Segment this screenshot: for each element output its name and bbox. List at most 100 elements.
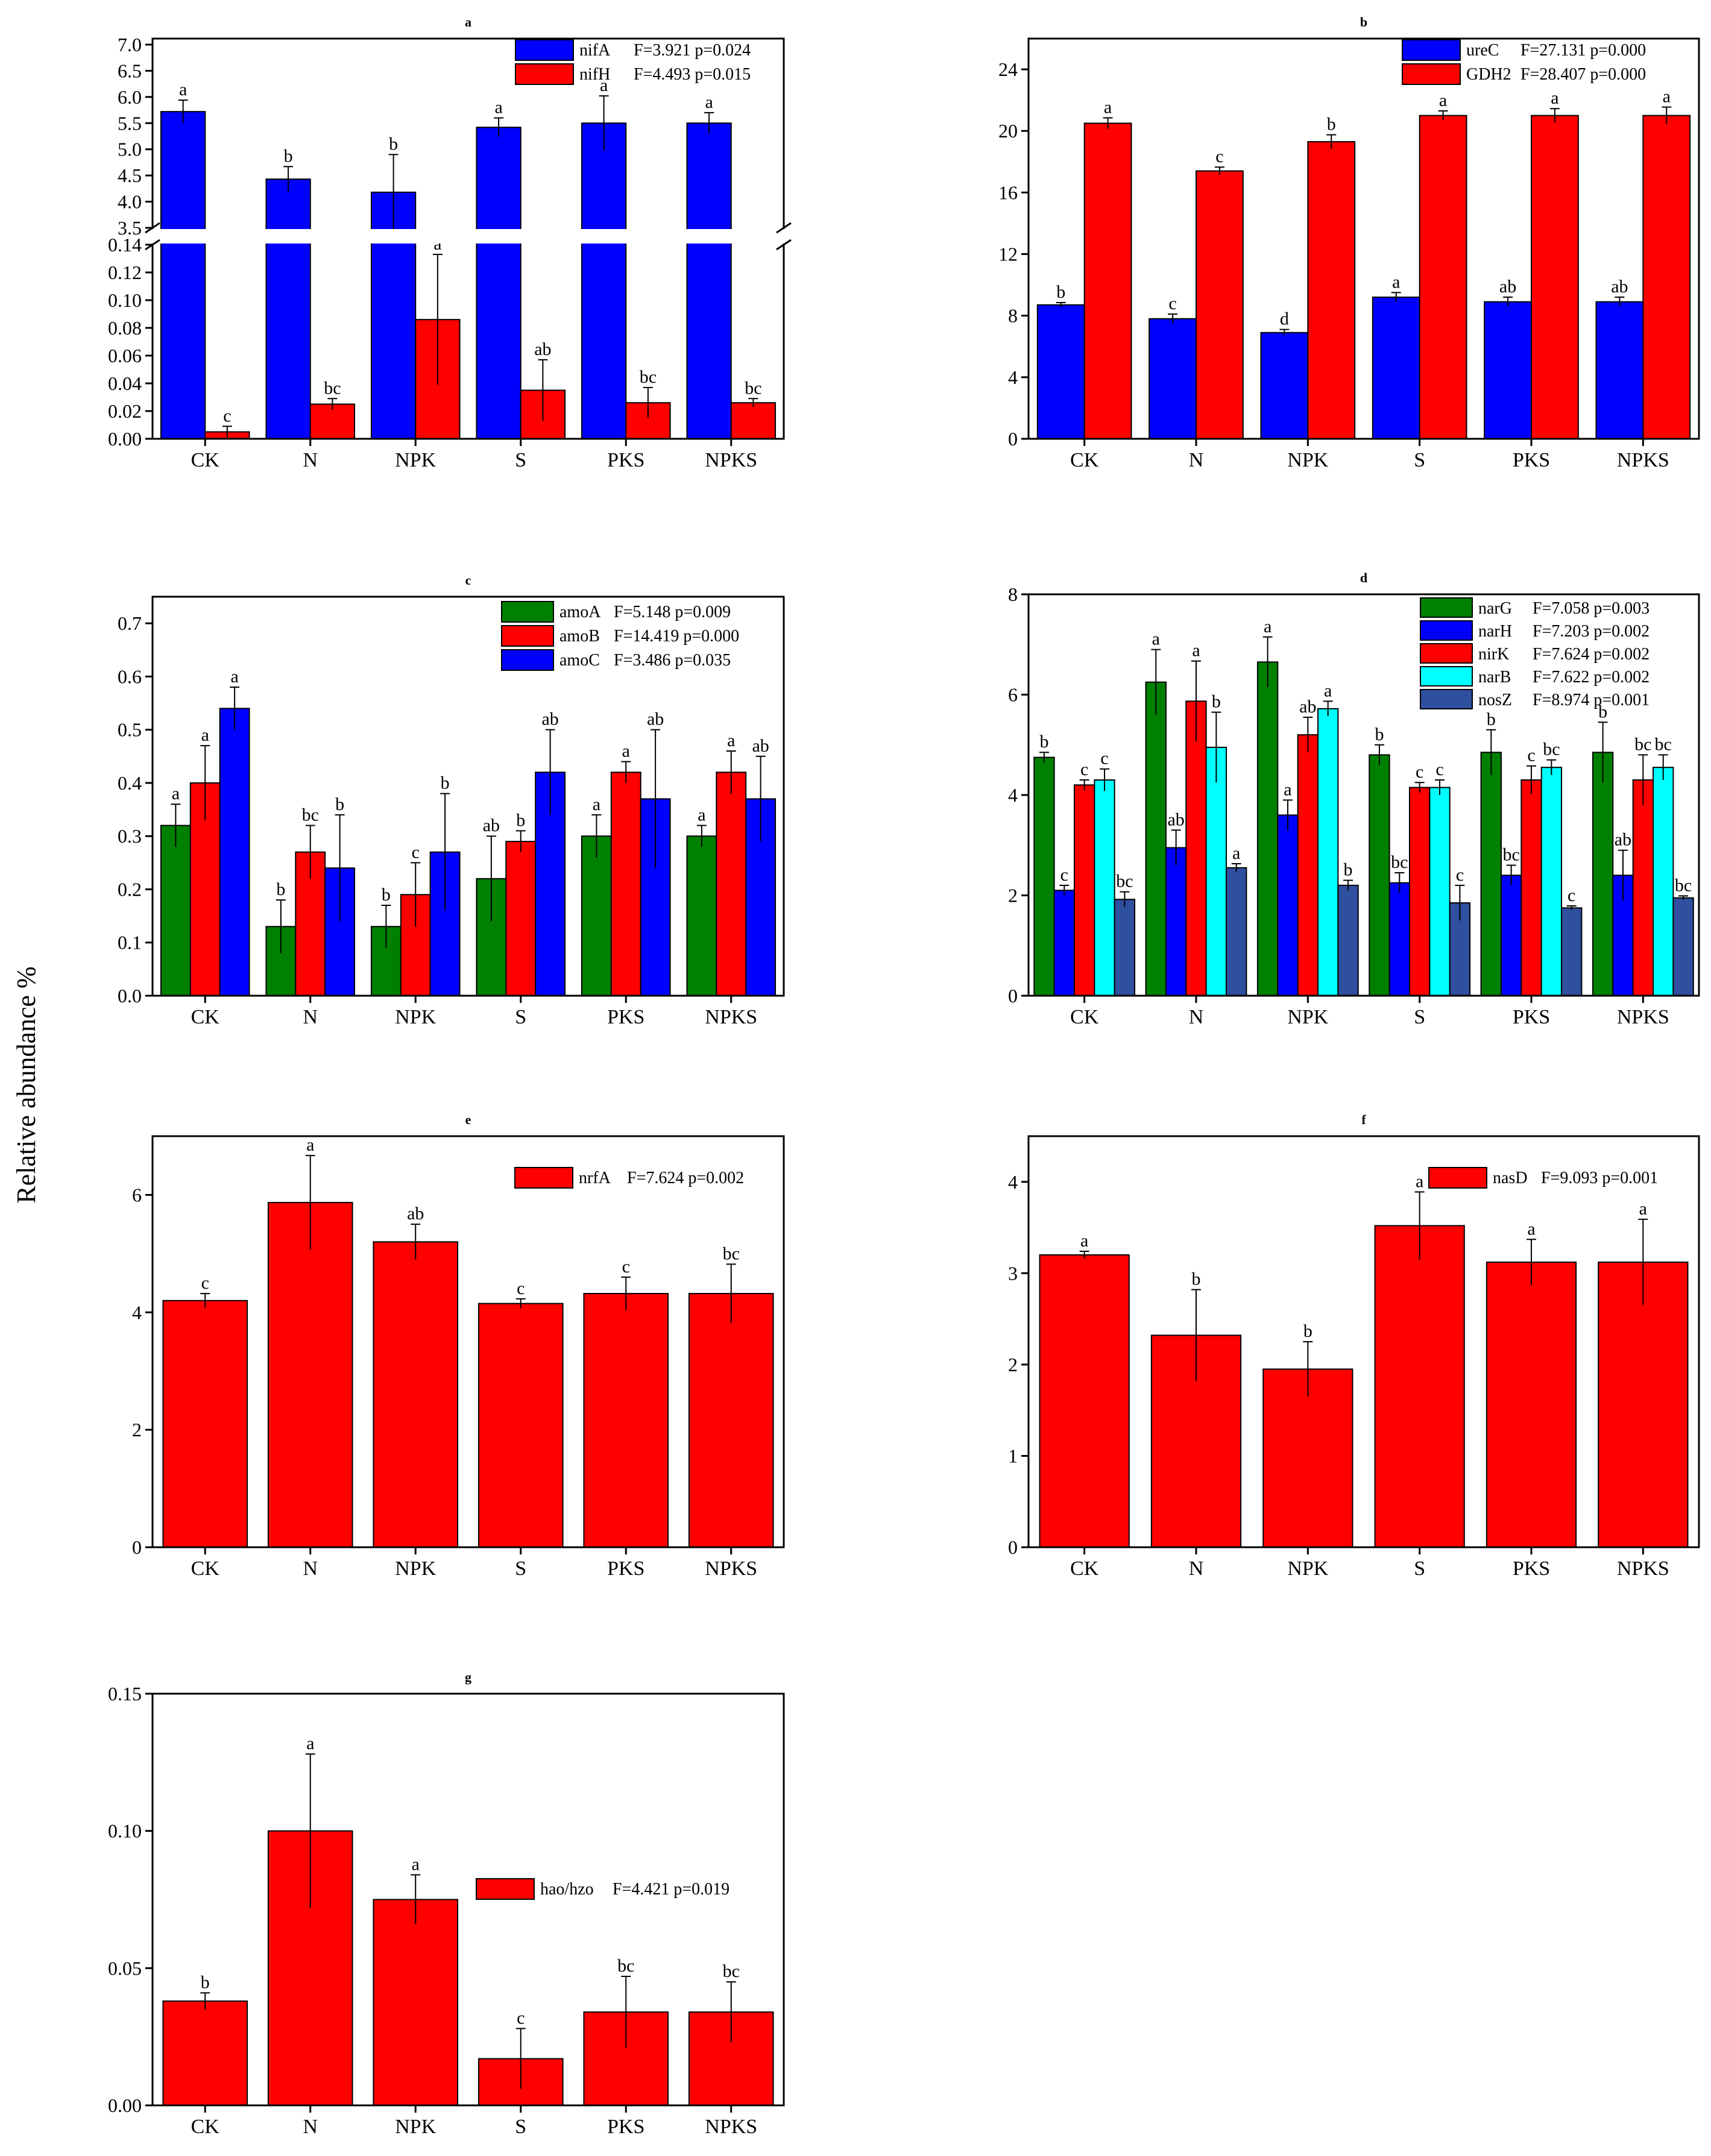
legend-series-stat: F=28.407 p=0.000: [1520, 65, 1646, 84]
x-tick-label: N: [303, 2116, 318, 2138]
bar: [1480, 752, 1502, 997]
legend-swatch: [1420, 689, 1473, 709]
x-tick-label: S: [1414, 1006, 1425, 1028]
significance-label: a: [1663, 87, 1671, 107]
legend-series-stat: F=5.148 p=0.009: [614, 603, 731, 621]
bar: [1374, 1225, 1465, 1548]
bar: [1307, 141, 1356, 439]
y-axis-label: Relative abundance %: [11, 966, 41, 1203]
legend-swatch: [501, 601, 554, 623]
legend-swatch: [1402, 39, 1461, 61]
x-tick-label: PKS: [607, 2116, 644, 2138]
bar: [1297, 734, 1319, 996]
legend-series-stat: F=7.622 p=0.002: [1533, 668, 1650, 687]
y-tick-label: 1: [1008, 1445, 1018, 1466]
significance-label: a: [593, 794, 600, 814]
legend-series-name: amoC: [559, 651, 600, 670]
significance-label: a: [1439, 90, 1447, 110]
legend-swatch: [1420, 666, 1473, 687]
y-tick-label: 3.5: [118, 217, 142, 239]
significance-label: b: [335, 794, 344, 814]
significance-label: c: [1527, 746, 1535, 765]
significance-label: c: [517, 1278, 525, 1298]
bar: [1500, 875, 1522, 996]
legend-series-name: amoA: [559, 603, 601, 621]
y-tick-label: 6: [132, 1184, 142, 1205]
significance-label: a: [179, 80, 187, 99]
bar: [1256, 661, 1279, 996]
significance-label: b: [1375, 724, 1384, 744]
y-tick-label: 4: [1008, 784, 1018, 806]
bar: [535, 772, 566, 997]
bar: [610, 772, 641, 997]
bar: [1486, 1262, 1577, 1548]
significance-label: a: [1416, 1171, 1423, 1191]
significance-label: b: [382, 885, 391, 905]
legend-swatch: [514, 1167, 573, 1189]
x-tick-label: NPK: [1287, 1557, 1328, 1580]
significance-label: b: [516, 810, 525, 830]
significance-label: bc: [723, 1243, 740, 1263]
significance-label: b: [1598, 702, 1607, 721]
x-tick-label: CK: [191, 2116, 220, 2138]
significance-label: c: [1416, 762, 1423, 782]
significance-label: ab: [647, 709, 664, 729]
x-tick-label: NPK: [395, 449, 436, 471]
significance-label: bc: [1391, 852, 1408, 872]
bar: [1531, 115, 1579, 439]
legend-series-name: narG: [1478, 599, 1512, 618]
x-tick-label: NPK: [395, 1557, 436, 1580]
bar: [1094, 779, 1115, 997]
significance-label: b: [1344, 860, 1353, 880]
bar: [160, 825, 191, 996]
bar: [1039, 1254, 1130, 1548]
significance-label: c: [1060, 865, 1068, 885]
legend-series-name: narB: [1478, 668, 1511, 687]
y-tick-label: 0: [1008, 428, 1018, 450]
significance-label: bc: [1634, 734, 1651, 754]
significance-label: c: [223, 406, 231, 426]
y-tick-label: 0.0: [118, 985, 142, 1007]
legend-series-stat: F=9.093 p=0.001: [1541, 1169, 1658, 1187]
x-tick-label: NPK: [1287, 1006, 1328, 1028]
x-tick-label: S: [515, 1006, 526, 1028]
y-tick-label: 4: [1008, 1171, 1018, 1193]
significance-label: a: [727, 731, 735, 750]
legend-series-stat: F=7.203 p=0.002: [1533, 622, 1650, 641]
bar: [581, 122, 627, 440]
significance-label: bc: [617, 1956, 634, 1976]
bar: [1226, 867, 1247, 997]
x-tick-label: NPKS: [1617, 449, 1669, 471]
significance-label: a: [230, 667, 238, 687]
x-tick-label: NPK: [395, 1006, 436, 1028]
bar: [373, 1899, 459, 2106]
legend-swatch: [1428, 1167, 1487, 1189]
significance-label: c: [1215, 146, 1223, 166]
bar: [686, 122, 732, 440]
legend-series-stat: F=3.921 p=0.024: [634, 41, 751, 60]
y-tick-label: 0.14: [108, 234, 142, 256]
bar: [1419, 115, 1467, 439]
bar: [1114, 899, 1136, 997]
axis-break-gap: [150, 229, 155, 244]
legend-series-name: nifH: [579, 65, 610, 84]
y-tick-label: 8: [1008, 305, 1018, 327]
x-tick-label: NPK: [1287, 449, 1328, 471]
bar: [1372, 297, 1420, 439]
y-tick-label: 0.05: [108, 1957, 142, 1979]
x-tick-label: CK: [191, 449, 220, 471]
legend-series-name: hao/hzo: [540, 1880, 594, 1899]
significance-label: bc: [1675, 875, 1692, 895]
significance-label: a: [172, 784, 180, 803]
significance-label: a: [306, 1135, 314, 1155]
legend-series-name: narH: [1478, 622, 1512, 641]
significance-label: bc: [1116, 872, 1133, 891]
significance-label: ab: [1615, 830, 1631, 850]
x-tick-label: NPKS: [705, 2116, 757, 2138]
x-tick-label: CK: [1070, 449, 1099, 471]
bar: [162, 2000, 248, 2107]
legend-swatch: [515, 63, 574, 85]
